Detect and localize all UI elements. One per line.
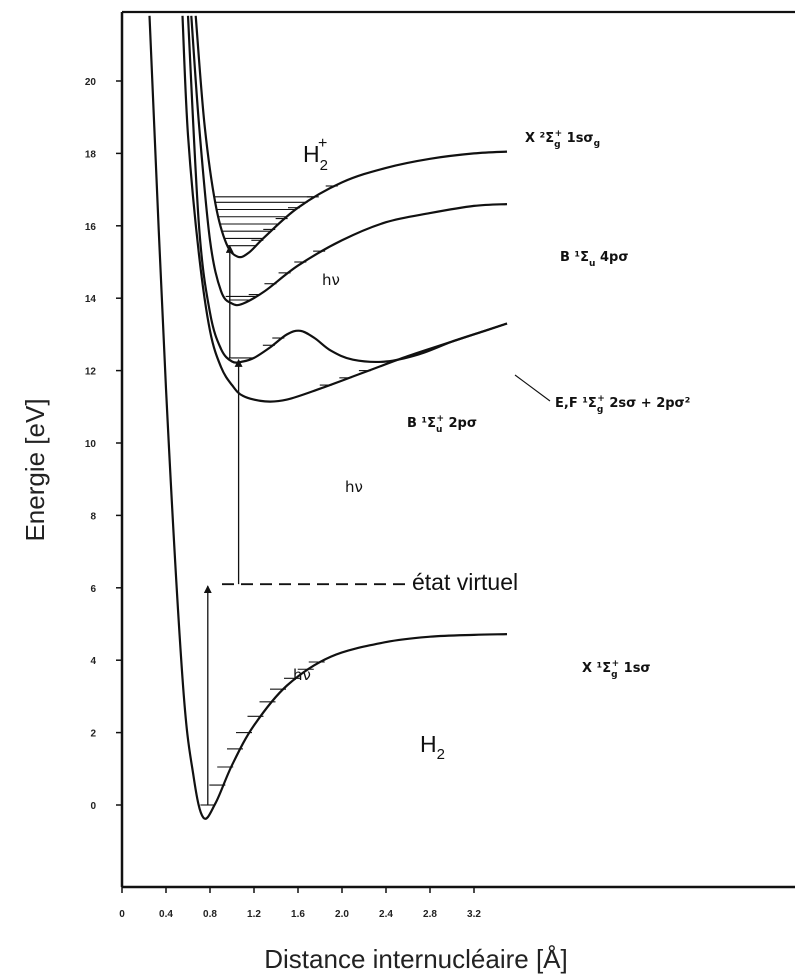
y-tick-label: 0 <box>90 801 96 812</box>
x-tick-label: 2.4 <box>379 909 393 920</box>
y-tick-label: 18 <box>85 149 97 160</box>
vibrational-levels <box>200 196 317 806</box>
hv-label-2: hν <box>345 478 363 496</box>
x-tick-label: 1.2 <box>247 909 261 920</box>
h2-label: H2 <box>420 731 445 763</box>
y-tick-label: 10 <box>85 439 97 450</box>
hv-label-1: hν <box>293 666 311 684</box>
x-tick-label: 2.0 <box>335 909 349 920</box>
curve-ground <box>148 15 508 820</box>
x-axis-title: Distance internucléaire [Å] <box>264 944 567 974</box>
b-2p-state-label: B ¹Σu+ 2pσ <box>407 414 477 435</box>
y-tick-label: 4 <box>90 656 96 667</box>
ground-state-label: X ¹Σg+ 1sσ <box>582 659 651 680</box>
x-tick-label: 0 <box>119 909 125 920</box>
x-tick-label: 0.4 <box>159 909 173 920</box>
b-4p-state-label: B ¹Σu 4pσ <box>560 250 628 269</box>
curve-b-4p <box>190 15 508 307</box>
y-tick-label: 6 <box>90 584 96 595</box>
x-tick-label: 0.8 <box>203 909 217 920</box>
y-tick-label: 14 <box>85 294 97 305</box>
y-tick-label: 8 <box>90 511 96 522</box>
axis-ticks: 0 0.4 0.8 1.2 1.6 2.0 2.4 2.8 3.2 0 2 4 6 8 10 12 14 16 18… <box>85 77 482 920</box>
y-tick-label: 16 <box>85 222 97 233</box>
potential-curves <box>148 15 508 820</box>
x-tick-label: 3.2 <box>467 909 481 920</box>
hv-label-3: hν <box>322 271 340 289</box>
ef-state-label: E,F ¹Σg+ 2sσ + 2pσ² <box>555 394 690 415</box>
y-axis-title: Energie [eV] <box>20 398 50 541</box>
x-tick-label: 1.6 <box>291 909 305 920</box>
y-tick-label: 2 <box>90 729 96 740</box>
x-tick-label: 2.8 <box>423 909 437 920</box>
curve-ef <box>186 15 508 364</box>
y-tick-label: 20 <box>85 77 97 88</box>
curve-hash-marks <box>209 185 371 786</box>
virtual-state-label: état virtuel <box>412 569 518 595</box>
y-tick-label: 12 <box>85 367 97 378</box>
transition-arrows <box>203 244 405 805</box>
ion-state-label: X ²Σg+ 1sσg <box>525 129 600 150</box>
ef-label-leader <box>514 374 551 402</box>
curve-ion <box>194 15 508 259</box>
h2-plus-label: H2+ <box>303 135 328 174</box>
